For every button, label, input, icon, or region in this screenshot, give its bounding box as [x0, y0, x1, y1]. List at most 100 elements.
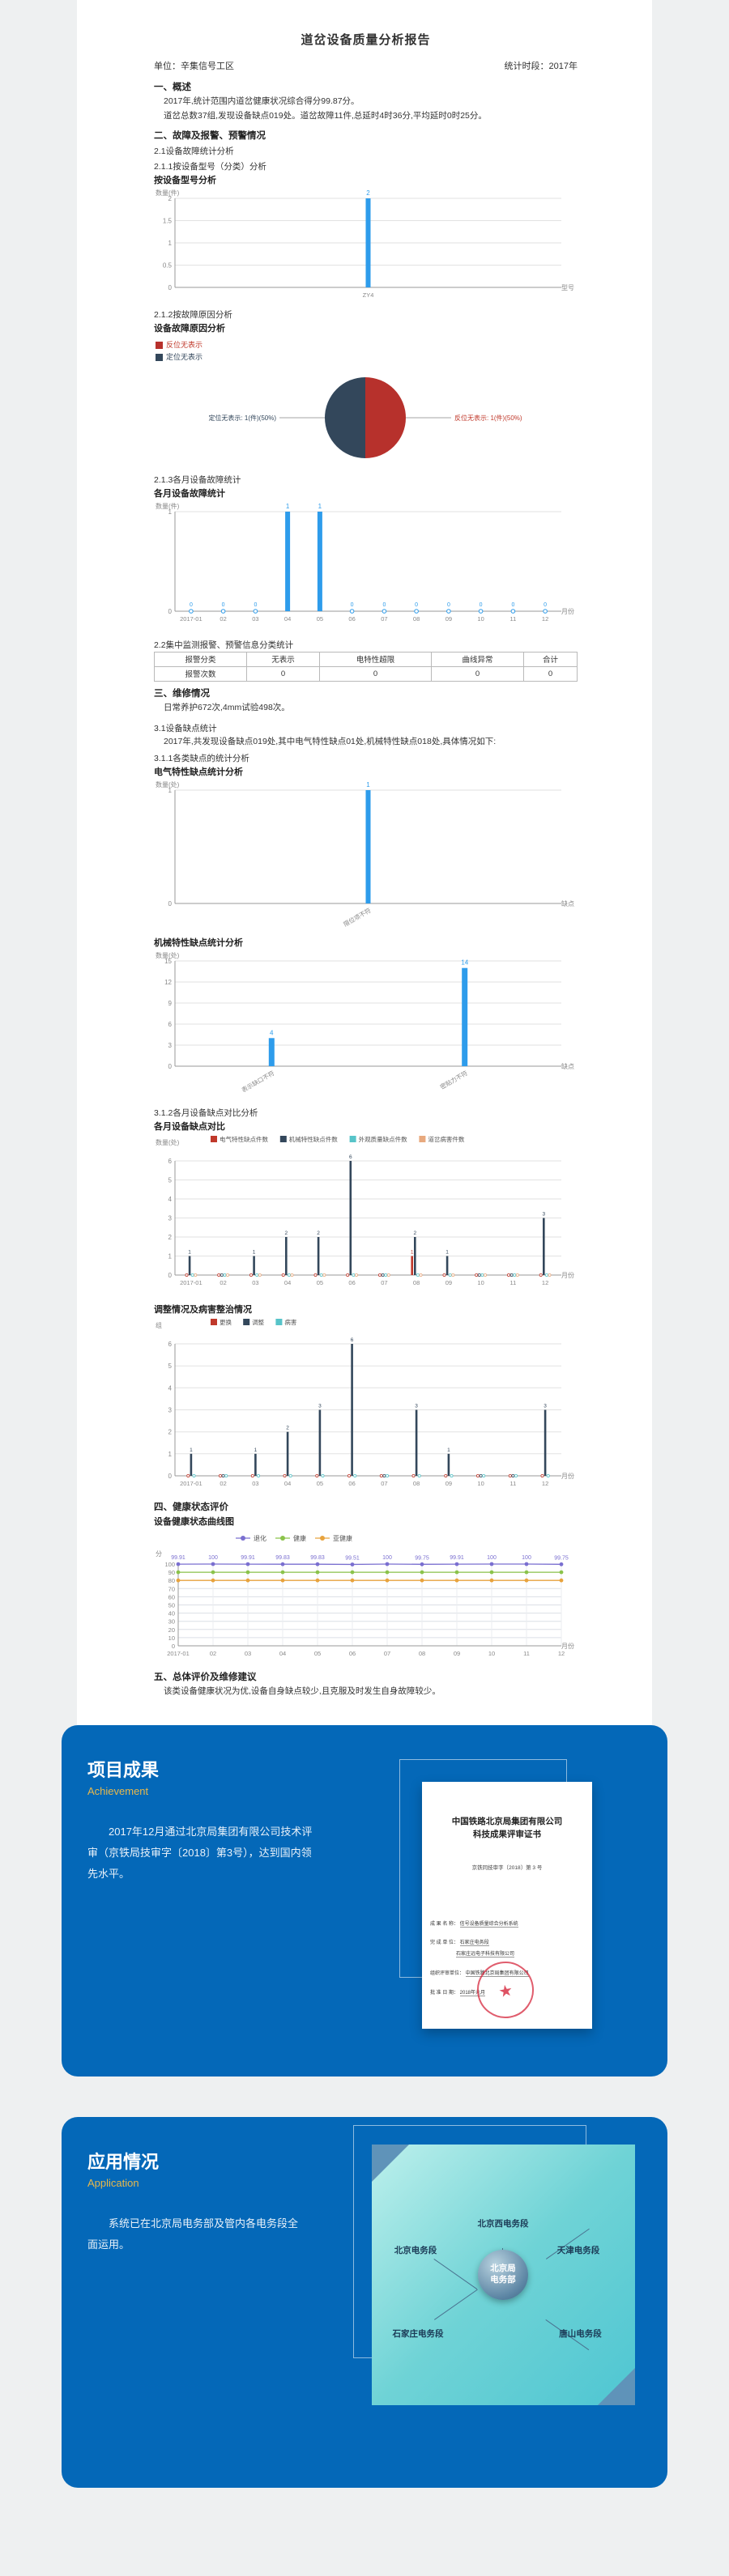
svg-text:1.5: 1.5 [163, 217, 173, 224]
svg-text:缺点: 缺点 [561, 1062, 574, 1070]
svg-text:2: 2 [284, 1231, 288, 1236]
svg-text:外观质量缺点件数: 外观质量缺点件数 [359, 1135, 407, 1143]
svg-text:4: 4 [270, 1030, 274, 1037]
svg-text:1: 1 [286, 503, 290, 510]
svg-text:07: 07 [381, 1480, 387, 1487]
svg-text:ZY4: ZY4 [363, 291, 374, 299]
svg-text:0: 0 [480, 602, 483, 608]
svg-text:08: 08 [413, 615, 420, 623]
svg-text:20: 20 [168, 1626, 175, 1634]
svg-text:反位无表示: 1(件)(50%): 反位无表示: 1(件)(50%) [454, 414, 522, 422]
svg-text:2017-01: 2017-01 [180, 1279, 202, 1286]
svg-text:亚健康: 亚健康 [333, 1534, 352, 1542]
svg-text:12: 12 [542, 615, 548, 623]
svg-text:15: 15 [164, 958, 172, 965]
svg-text:11: 11 [523, 1650, 530, 1657]
svg-text:3: 3 [168, 1407, 173, 1414]
svg-text:08: 08 [413, 1279, 420, 1286]
svg-text:调整: 调整 [252, 1318, 264, 1326]
svg-text:07: 07 [381, 1279, 387, 1286]
svg-text:2: 2 [317, 1231, 320, 1236]
svg-text:更换: 更换 [220, 1318, 232, 1326]
svg-text:数量(处): 数量(处) [156, 1138, 180, 1146]
svg-text:0: 0 [190, 602, 193, 608]
svg-text:0: 0 [415, 602, 418, 608]
svg-text:2017-01: 2017-01 [167, 1650, 190, 1657]
svg-text:退化: 退化 [254, 1534, 266, 1542]
svg-text:04: 04 [284, 1480, 291, 1487]
svg-text:5: 5 [168, 1363, 173, 1371]
svg-text:40: 40 [168, 1610, 175, 1617]
svg-text:1: 1 [168, 1253, 173, 1260]
svg-text:9: 9 [168, 1000, 173, 1007]
svg-text:14: 14 [461, 959, 468, 967]
svg-text:90: 90 [168, 1569, 175, 1576]
svg-text:1: 1 [447, 1447, 450, 1453]
svg-text:50: 50 [168, 1602, 175, 1609]
svg-text:3: 3 [168, 1215, 173, 1222]
svg-text:月份: 月份 [561, 1472, 574, 1480]
svg-text:1: 1 [318, 503, 322, 510]
svg-text:月份: 月份 [561, 1642, 574, 1650]
svg-text:05: 05 [317, 1480, 323, 1487]
svg-text:0: 0 [447, 602, 450, 608]
svg-text:型号: 型号 [561, 284, 574, 291]
svg-text:0: 0 [511, 602, 514, 608]
svg-text:05: 05 [317, 615, 323, 623]
svg-text:0: 0 [222, 602, 225, 608]
svg-text:10: 10 [477, 1279, 484, 1286]
svg-text:09: 09 [446, 615, 452, 623]
svg-text:99.75: 99.75 [415, 1556, 429, 1562]
svg-text:1: 1 [168, 508, 173, 516]
svg-text:04: 04 [279, 1650, 286, 1657]
svg-text:02: 02 [220, 615, 226, 623]
svg-text:0.5: 0.5 [163, 261, 173, 269]
svg-text:缺点: 缺点 [561, 899, 574, 908]
svg-text:1: 1 [168, 787, 173, 794]
svg-text:2017-01: 2017-01 [180, 1480, 202, 1487]
svg-text:2: 2 [168, 1234, 173, 1241]
svg-text:30: 30 [168, 1618, 175, 1626]
svg-text:0: 0 [168, 608, 173, 615]
svg-text:02: 02 [220, 1279, 226, 1286]
svg-text:100: 100 [164, 1561, 175, 1568]
svg-text:3: 3 [544, 1404, 547, 1409]
svg-text:1: 1 [168, 1451, 173, 1458]
svg-text:99.83: 99.83 [310, 1556, 325, 1562]
svg-text:06: 06 [348, 1279, 355, 1286]
svg-text:80: 80 [168, 1578, 175, 1585]
svg-text:电气特性缺点件数: 电气特性缺点件数 [220, 1135, 268, 1143]
svg-text:1: 1 [188, 1250, 191, 1256]
svg-text:限位项不符: 限位项不符 [342, 906, 373, 928]
svg-text:04: 04 [284, 615, 291, 623]
svg-text:1: 1 [366, 781, 370, 789]
svg-text:11: 11 [510, 615, 517, 623]
svg-text:1: 1 [168, 240, 173, 247]
svg-text:1: 1 [190, 1447, 193, 1453]
svg-text:09: 09 [446, 1480, 452, 1487]
svg-text:2: 2 [168, 1429, 173, 1436]
svg-text:10: 10 [477, 1480, 484, 1487]
svg-text:99.91: 99.91 [450, 1555, 464, 1561]
svg-text:2: 2 [366, 189, 370, 197]
svg-text:1: 1 [411, 1250, 414, 1256]
svg-text:12: 12 [558, 1650, 565, 1657]
svg-text:60: 60 [168, 1594, 175, 1601]
svg-text:02: 02 [210, 1650, 216, 1657]
svg-text:09: 09 [446, 1279, 452, 1286]
svg-text:3: 3 [168, 1042, 173, 1049]
svg-text:5: 5 [168, 1177, 173, 1184]
svg-text:定位无表示: 1(件)(50%): 定位无表示: 1(件)(50%) [208, 414, 276, 422]
svg-text:05: 05 [314, 1650, 321, 1657]
svg-text:08: 08 [413, 1480, 420, 1487]
svg-text:04: 04 [284, 1279, 291, 1286]
svg-text:0: 0 [172, 1643, 175, 1650]
svg-text:3: 3 [318, 1404, 322, 1409]
svg-text:机械特性缺点件数: 机械特性缺点件数 [289, 1135, 338, 1143]
svg-text:分: 分 [156, 1550, 162, 1558]
svg-text:4: 4 [168, 1196, 173, 1203]
svg-text:11: 11 [510, 1279, 517, 1286]
svg-text:病害: 病害 [284, 1318, 296, 1326]
svg-text:99.51: 99.51 [345, 1556, 360, 1562]
svg-text:健康: 健康 [293, 1534, 306, 1542]
